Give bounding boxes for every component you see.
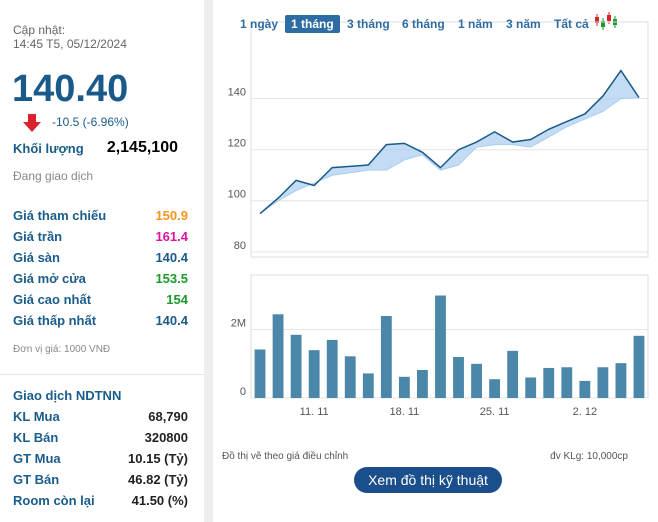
down-arrow [23,114,41,132]
y-tick-label: 120 [228,138,246,150]
tab[interactable]: 1 năm [458,17,493,31]
volume-label: Khối lượng [13,141,84,156]
volume-bar [507,350,519,398]
y-tick-label: 80 [234,240,246,252]
price-value: 154 [166,292,188,307]
foreign-label: KL Bán [13,430,59,445]
y-tick-label: 0 [240,386,246,398]
price-value: 150.9 [155,208,188,223]
volume-bar [633,335,645,398]
footnote-left: Đồ thị vẽ theo giá điều chỉnh [222,451,349,462]
updated-label: Cập nhật: [13,23,66,37]
x-tick-label: 25. 11 [480,406,510,418]
foreign-title: Giao dịch NDTNN [13,388,122,403]
updated-time: 14:45 T5, 05/12/2024 [13,37,127,51]
candle-icon [601,21,605,27]
separator [0,374,204,375]
tab[interactable]: 1 ngày [240,17,279,31]
volume-bar [380,316,392,398]
price-value: 140.4 [155,313,188,328]
candle-icon [595,17,599,23]
foreign-label: GT Bán [13,472,60,487]
volume-bar [489,379,501,398]
volume-bar [615,363,627,398]
tab[interactable]: 3 tháng [347,17,390,31]
foreign-value: 10.15 (Tỷ) [128,451,188,466]
candle-icon [607,15,611,21]
price-label: Giá trần [13,229,63,244]
tab[interactable]: 6 tháng [402,17,445,31]
unit-note: Đơn vị giá: 1000 VNĐ [13,344,111,355]
left-panel: Cập nhật: 14:45 T5, 05/12/2024 140.40 -1… [0,0,204,522]
volume-bar [272,314,284,398]
plot-frame [250,274,649,399]
tab[interactable]: 3 năm [506,17,541,31]
technical-chart-button[interactable]: Xem đồ thị kỹ thuật [354,467,502,493]
tab[interactable]: 1 tháng [285,15,340,33]
band-line [259,97,640,214]
volume-bar [344,356,356,398]
volume-bar [435,295,446,398]
price: 140.40 [12,68,129,110]
plot-frame [250,21,649,258]
foreign-value: 46.82 (Tỷ) [128,472,188,487]
volume-bar [579,380,591,398]
volume-bar [362,373,374,398]
volume-value: 2,145,100 [106,139,178,156]
volume-bar [290,334,302,398]
volume-bar [453,357,464,398]
volume-bar [525,377,537,398]
foreign-label: GT Mua [13,451,61,466]
divider [204,0,213,522]
foreign-value: 41.50 (%) [131,493,188,508]
x-tick-label: 11. 11 [300,406,329,418]
change: -10.5 (-6.96%) [52,115,129,129]
volume-bar [308,350,320,398]
tab[interactable]: Tất cả [554,17,589,31]
volume-bar [398,376,410,398]
price-label: Giá mở cửa [13,271,86,286]
x-tick-label: 2. 12 [573,406,597,418]
volume-bar [543,367,555,398]
price-label: Giá thấp nhất [13,313,97,328]
price-label: Giá tham chiếu [13,208,107,223]
candle-icon [613,19,617,25]
y-tick-label: 140 [228,87,246,99]
foreign-label: KL Mua [13,409,60,424]
foreign-value: 68,790 [148,409,188,424]
price-value: 140.4 [155,250,188,265]
price-value: 161.4 [155,229,188,244]
band-area [260,70,639,214]
x-tick-label: 18. 11 [389,406,419,418]
status: Đang giao dịch [13,169,94,183]
volume-bar [417,369,428,398]
price-label: Giá cao nhất [13,292,92,307]
volume-bar [561,367,573,398]
y-tick-label: 2M [231,318,246,330]
foreign-label: Room còn lại [13,493,95,508]
price-line [259,69,640,215]
foreign-value: 320800 [144,430,188,445]
y-tick-label: 100 [228,189,246,201]
volume-bar [254,349,266,398]
volume-bar [326,339,338,398]
price-label: Giá sàn [13,250,60,265]
volume-bar [597,367,609,398]
price-value: 153.5 [155,271,188,286]
footnote-right: đv KLg: 10,000cp [550,451,628,462]
volume-bar [471,363,482,398]
